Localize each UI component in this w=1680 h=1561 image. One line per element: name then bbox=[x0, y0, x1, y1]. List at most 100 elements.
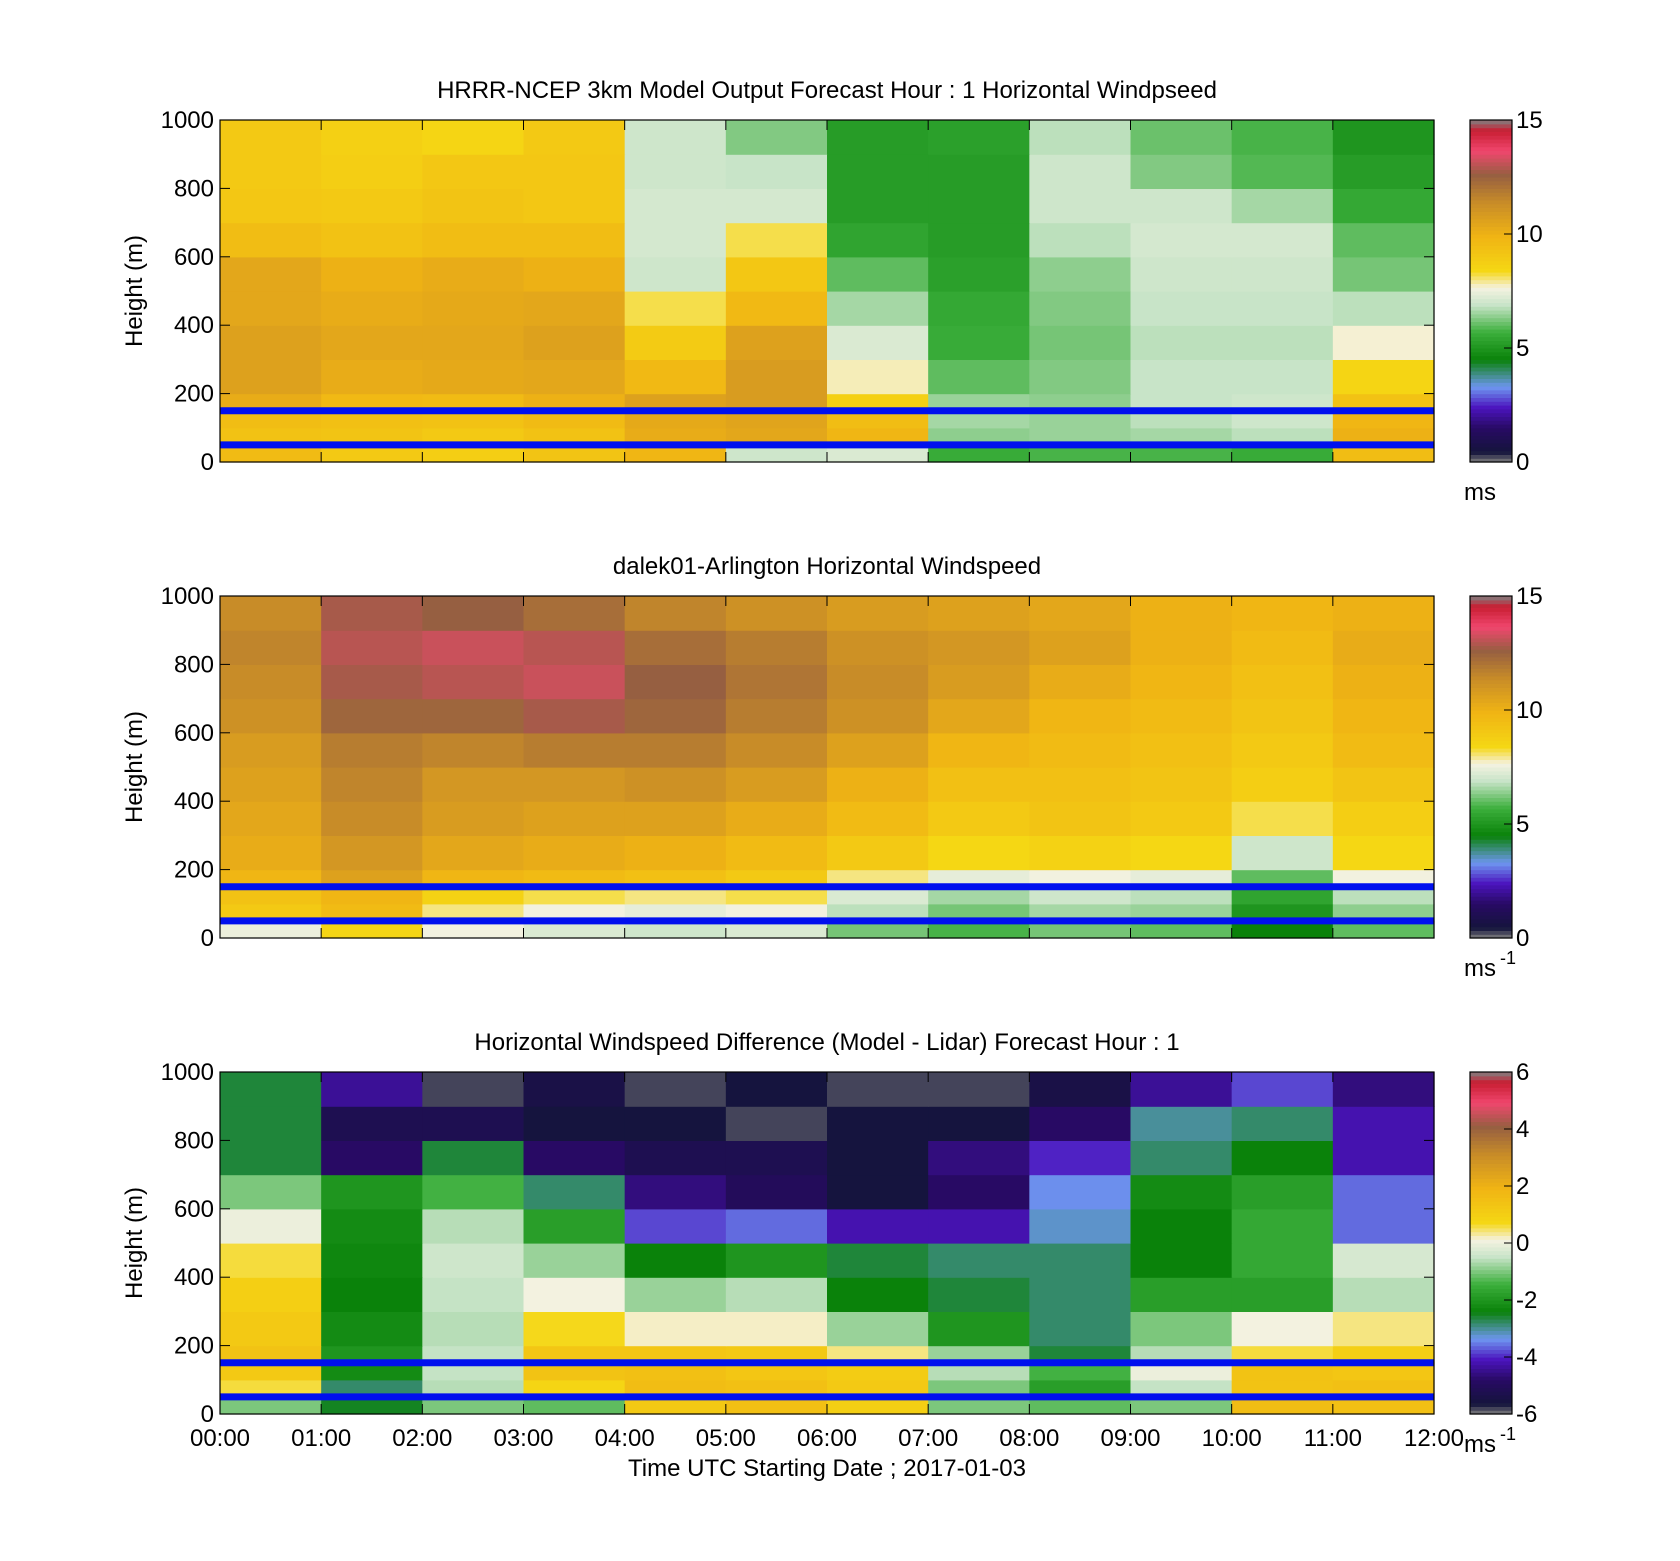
heatmap-cell bbox=[220, 1379, 322, 1398]
heatmap-cell bbox=[1231, 427, 1334, 446]
heatmap-cell bbox=[321, 1362, 423, 1381]
heatmap-cell bbox=[422, 886, 525, 905]
heatmap-cell bbox=[624, 188, 727, 224]
heatmap-cell bbox=[928, 1106, 1030, 1141]
y-tick-label: 0 bbox=[201, 925, 214, 952]
heatmap-cell bbox=[321, 1277, 423, 1312]
heatmap-cell bbox=[1332, 291, 1435, 326]
y-tick-label: 600 bbox=[174, 1196, 214, 1223]
heatmap-cell bbox=[422, 1072, 525, 1107]
chart-panel-3: Horizontal Windspeed Difference (Model -… bbox=[121, 1029, 1537, 1482]
heatmap-cell bbox=[827, 393, 929, 412]
heatmap-cell bbox=[1029, 1174, 1132, 1210]
heatmap-cell bbox=[422, 427, 525, 446]
colorbar-segment bbox=[1470, 1357, 1512, 1362]
heatmap-cell bbox=[422, 869, 525, 888]
heatmap-cell bbox=[928, 1362, 1030, 1381]
heatmap-cell bbox=[928, 256, 1030, 292]
heatmap-cell bbox=[1332, 1396, 1435, 1415]
heatmap-cell bbox=[220, 869, 322, 888]
heatmap-cell bbox=[1231, 835, 1334, 871]
heatmap-cell bbox=[624, 801, 727, 836]
heatmap-cell bbox=[321, 410, 423, 429]
colorbar-segment bbox=[1470, 298, 1512, 303]
colorbar-tick-label: 0 bbox=[1516, 449, 1529, 476]
heatmap-cell bbox=[220, 359, 322, 395]
colorbar-segment bbox=[1470, 306, 1512, 311]
heatmap-cell bbox=[1231, 1311, 1334, 1347]
heatmap-cell bbox=[928, 222, 1030, 258]
colorbar-segment bbox=[1470, 416, 1512, 421]
heatmap-cell bbox=[1332, 698, 1435, 734]
colorbar-segment bbox=[1470, 272, 1512, 277]
heatmap-cell bbox=[220, 1277, 322, 1312]
colorbar-segment bbox=[1470, 443, 1512, 448]
colorbar-segment bbox=[1470, 797, 1512, 802]
heatmap-cell bbox=[624, 835, 727, 871]
colorbar-segment bbox=[1470, 332, 1512, 338]
heatmap-cell bbox=[1332, 630, 1435, 665]
x-tick-label: 10:00 bbox=[1202, 1425, 1262, 1452]
heatmap-cell bbox=[523, 1345, 626, 1364]
heatmap-cell bbox=[523, 256, 626, 292]
colorbar-segment bbox=[1470, 393, 1512, 398]
heatmap-cell bbox=[321, 732, 423, 768]
heatmap-cell bbox=[1231, 444, 1334, 463]
heatmap-cell bbox=[1029, 767, 1132, 802]
colorbar-segment bbox=[1470, 120, 1512, 125]
heatmap-cell bbox=[220, 886, 322, 905]
heatmap-cell bbox=[725, 835, 828, 871]
colorbar-segment bbox=[1470, 691, 1512, 696]
colorbar-segment bbox=[1470, 386, 1512, 391]
colorbar-segment bbox=[1470, 634, 1512, 639]
heatmap-cell bbox=[1332, 256, 1435, 292]
colorbar-segment bbox=[1470, 656, 1512, 662]
y-tick-label: 800 bbox=[174, 651, 214, 678]
colorbar-unit-label: ms bbox=[1464, 1431, 1496, 1458]
heatmap-cell bbox=[523, 188, 626, 224]
colorbar-segment bbox=[1470, 1212, 1512, 1217]
colorbar-segment bbox=[1470, 930, 1512, 935]
heatmap-cell bbox=[725, 427, 828, 446]
colorbar-segment bbox=[1470, 1148, 1512, 1153]
colorbar-segment bbox=[1470, 903, 1512, 909]
heatmap-cell bbox=[523, 325, 626, 360]
heatmap-cell bbox=[1130, 393, 1233, 412]
heatmap-cell bbox=[725, 1396, 828, 1415]
colorbar-segment bbox=[1470, 1258, 1512, 1263]
heatmap-cell bbox=[321, 767, 423, 802]
heatmap-cell bbox=[1029, 359, 1132, 395]
heatmap-cell bbox=[624, 596, 727, 631]
colorbar-segment bbox=[1470, 382, 1512, 387]
heatmap-cell bbox=[220, 256, 322, 292]
heatmap-cell bbox=[321, 291, 423, 326]
heatmap-cell bbox=[321, 1208, 423, 1244]
heatmap-cell bbox=[1231, 1277, 1334, 1312]
heatmap-cell bbox=[1231, 664, 1334, 700]
colorbar-segment bbox=[1470, 325, 1512, 330]
heatmap-cell bbox=[1029, 1140, 1132, 1176]
heatmap-cell bbox=[523, 767, 626, 802]
heatmap-cell bbox=[1130, 1379, 1233, 1398]
colorbar-segment bbox=[1470, 279, 1512, 284]
heatmap-cell bbox=[725, 801, 828, 836]
colorbar-segment bbox=[1470, 1239, 1512, 1244]
colorbar-segment bbox=[1470, 759, 1512, 764]
heatmap-cell bbox=[928, 835, 1030, 871]
heatmap-cell bbox=[928, 767, 1030, 802]
colorbar-segment bbox=[1470, 313, 1512, 319]
heatmap-cell bbox=[321, 835, 423, 871]
y-tick-label: 1000 bbox=[161, 107, 214, 134]
colorbar-segment bbox=[1470, 732, 1512, 738]
colorbar-segment bbox=[1470, 1231, 1512, 1236]
heatmap-cell bbox=[1332, 1174, 1435, 1210]
heatmap-cell bbox=[220, 1106, 322, 1141]
heatmap-cell bbox=[1231, 1243, 1334, 1278]
heatmap-cell bbox=[321, 1106, 423, 1141]
heatmap-cell bbox=[725, 1345, 828, 1364]
colorbar-segment bbox=[1470, 184, 1512, 189]
heatmap-cell bbox=[523, 1106, 626, 1141]
y-tick-label: 200 bbox=[174, 1333, 214, 1360]
heatmap-cell bbox=[725, 767, 828, 802]
